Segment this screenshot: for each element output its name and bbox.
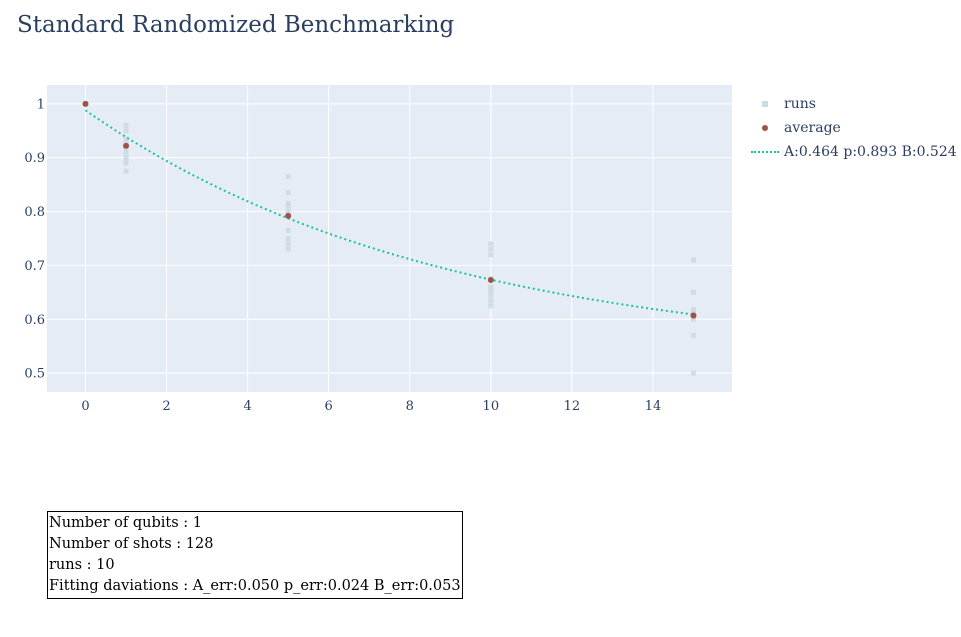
runs-point <box>690 257 696 263</box>
runs-point <box>488 252 494 258</box>
tick-labels: 0 2 4 6 8 10 12 14 0.5 0.6 0.7 0.8 0.9 1 <box>24 97 661 414</box>
runs-point <box>285 200 291 206</box>
legend-item-average[interactable]: average <box>748 116 957 140</box>
legend[interactable]: runs average A:0.464 p:0.893 B:0.524 <box>748 92 957 164</box>
average-point <box>123 142 130 149</box>
legend-fit-line <box>748 140 784 164</box>
y-tick-label: 0.9 <box>24 151 45 166</box>
runs-point <box>690 332 696 338</box>
runs-point <box>690 307 696 313</box>
legend-item-fit[interactable]: A:0.464 p:0.893 B:0.524 <box>748 140 957 164</box>
fit-curve <box>84 109 694 316</box>
runs-point <box>123 122 129 128</box>
y-tick-label: 1 <box>37 97 45 112</box>
x-tick-label: 10 <box>483 399 500 414</box>
plot-area <box>47 85 732 392</box>
runs-point <box>488 292 494 298</box>
x-tick-label: 8 <box>406 399 414 414</box>
info-runs: runs : 10 <box>49 557 115 573</box>
runs-point <box>123 160 129 166</box>
legend-average-marker <box>748 116 784 140</box>
grid-lines <box>47 85 732 392</box>
runs-point <box>690 289 696 295</box>
x-tick-label: 12 <box>564 399 581 414</box>
average-point <box>82 100 89 107</box>
x-tick-label: 2 <box>162 399 170 414</box>
average-point <box>487 276 494 283</box>
runs-point <box>488 241 494 247</box>
runs-point <box>285 227 291 233</box>
runs-point <box>123 128 129 134</box>
runs-point <box>488 246 494 252</box>
average-series <box>82 100 697 319</box>
legend-item-runs[interactable]: runs <box>748 92 957 116</box>
legend-label-runs: runs <box>784 96 816 112</box>
runs-point <box>123 149 129 155</box>
runs-point <box>123 168 129 174</box>
legend-label-average: average <box>784 120 841 136</box>
runs-point <box>285 203 291 209</box>
info-qubits: Number of qubits : 1 <box>49 515 203 531</box>
x-tick-label: 4 <box>243 399 251 414</box>
legend-label-fit: A:0.464 p:0.893 B:0.524 <box>784 144 957 160</box>
info-shots: Number of shots : 128 <box>49 536 214 552</box>
y-tick-label: 0.8 <box>24 205 45 220</box>
runs-point <box>123 136 129 142</box>
y-tick-label: 0.5 <box>24 367 45 382</box>
runs-point <box>690 316 696 322</box>
y-tick-label: 0.7 <box>24 259 45 274</box>
runs-point <box>285 190 291 196</box>
runs-point <box>285 209 291 215</box>
y-tick-label: 0.6 <box>24 313 45 328</box>
runs-point <box>285 241 291 247</box>
average-point <box>285 212 292 219</box>
info-box: Number of qubits : 1 Number of shots : 1… <box>47 511 463 599</box>
fit-series <box>84 109 694 316</box>
runs-point <box>123 139 129 145</box>
x-tick-label: 6 <box>325 399 333 414</box>
runs-point <box>690 370 696 376</box>
runs-point <box>488 297 494 303</box>
runs-point <box>488 287 494 293</box>
chart-title: Standard Randomized Benchmarking <box>17 12 455 38</box>
runs-point <box>488 284 494 290</box>
runs-point <box>285 246 291 252</box>
average-point <box>690 312 697 319</box>
runs-point <box>285 174 291 180</box>
runs-point <box>123 157 129 163</box>
info-fit-deviations: Fitting daviations : A_err:0.050 p_err:0… <box>49 578 461 594</box>
runs-point <box>123 155 129 161</box>
x-tick-label: 0 <box>81 399 89 414</box>
legend-runs-marker <box>748 92 784 116</box>
runs-point <box>488 303 494 309</box>
runs-point <box>285 236 291 241</box>
x-tick-label: 14 <box>645 399 662 414</box>
runs-point <box>488 289 494 295</box>
